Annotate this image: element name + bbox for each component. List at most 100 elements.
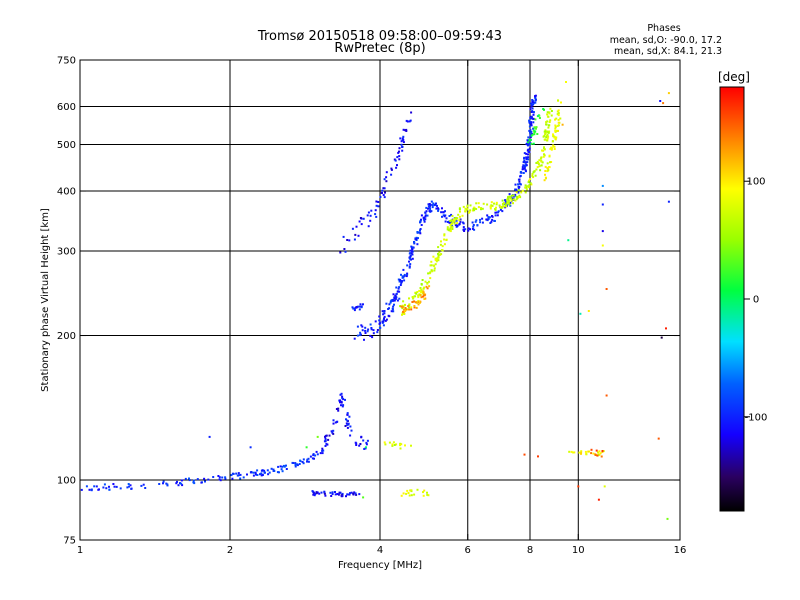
echo-point xyxy=(337,407,340,410)
echo-point xyxy=(529,131,531,134)
echo-point xyxy=(455,218,458,221)
echo-point xyxy=(543,146,545,149)
echo-point xyxy=(392,310,395,313)
echo-point xyxy=(494,209,497,212)
echo-point xyxy=(428,206,431,209)
echo-point xyxy=(430,264,433,267)
echo-point xyxy=(541,149,543,152)
y-tick-label: 500 xyxy=(57,140,76,151)
colorbar-unit: [deg] xyxy=(718,70,750,84)
echo-point xyxy=(554,125,557,128)
echo-point xyxy=(536,162,539,164)
echo-point xyxy=(424,218,427,221)
echo-point xyxy=(323,492,326,495)
echo-point xyxy=(126,486,129,489)
echo-point xyxy=(382,313,385,316)
echo-point xyxy=(400,443,403,446)
echo-point xyxy=(507,201,510,204)
echo-point xyxy=(544,165,547,168)
echo-point xyxy=(395,166,398,169)
echo-point xyxy=(592,452,595,455)
echo-point xyxy=(597,498,600,501)
echo-point xyxy=(446,221,449,223)
echo-point xyxy=(534,174,537,177)
echo-point xyxy=(529,108,532,111)
echo-point xyxy=(516,197,519,200)
echo-point xyxy=(390,168,393,171)
echo-point xyxy=(315,492,318,495)
echo-point xyxy=(449,226,452,229)
echo-point xyxy=(530,117,533,120)
echo-point xyxy=(521,168,524,171)
echo-point xyxy=(480,207,482,210)
echo-point xyxy=(299,459,302,462)
echo-point xyxy=(405,308,408,311)
chart-title: Tromsø 20150518 09:58:00–09:59:43 xyxy=(257,29,502,44)
echo-point xyxy=(395,443,398,446)
echo-point xyxy=(445,239,448,241)
echo-point xyxy=(323,490,326,493)
echo-point xyxy=(180,479,183,482)
echo-point xyxy=(493,219,496,222)
echo-point xyxy=(389,301,392,304)
echo-point xyxy=(301,461,304,463)
echo-point xyxy=(464,207,467,210)
echo-point xyxy=(434,203,437,206)
echo-point xyxy=(409,257,412,260)
echo-point xyxy=(239,473,242,476)
echo-point xyxy=(528,119,531,122)
echo-point xyxy=(405,275,408,278)
echo-point xyxy=(346,426,349,429)
echo-point xyxy=(544,176,547,179)
echo-point xyxy=(361,325,364,328)
echo-point xyxy=(486,218,489,221)
echo-point xyxy=(541,161,544,164)
echo-point xyxy=(504,199,507,202)
x-tick-label: 2 xyxy=(227,545,233,556)
echo-point xyxy=(530,130,533,133)
echo-point xyxy=(395,286,398,289)
echo-point xyxy=(423,286,426,289)
echo-point xyxy=(452,219,455,222)
echo-point xyxy=(305,446,308,449)
echo-point xyxy=(411,250,414,253)
echo-point xyxy=(413,241,416,244)
echo-point xyxy=(419,294,422,296)
echo-point xyxy=(224,476,227,479)
echo-point xyxy=(542,108,545,110)
echo-point xyxy=(402,135,405,138)
echo-point xyxy=(529,182,532,185)
echo-point xyxy=(295,463,298,466)
echo-point xyxy=(532,142,535,145)
echo-point xyxy=(158,483,161,485)
echo-point xyxy=(360,305,363,308)
echo-point xyxy=(599,452,602,455)
echo-point xyxy=(359,443,362,445)
echo-point xyxy=(665,327,667,330)
echo-point xyxy=(584,450,587,453)
y-tick-label: 75 xyxy=(63,536,76,547)
echo-point xyxy=(184,477,187,480)
echo-point xyxy=(497,210,500,213)
echo-point xyxy=(162,482,164,485)
echo-point xyxy=(411,253,414,256)
echo-point xyxy=(667,92,670,95)
echo-point xyxy=(530,121,532,124)
echo-point xyxy=(385,180,388,183)
echo-point xyxy=(419,287,422,289)
echo-point xyxy=(283,465,286,468)
echo-point xyxy=(376,329,379,331)
echo-point xyxy=(557,112,560,115)
echo-point xyxy=(88,488,91,491)
echo-point xyxy=(93,485,96,488)
echo-point xyxy=(369,214,372,217)
echo-point xyxy=(144,487,147,489)
echo-point xyxy=(384,319,387,322)
echo-point xyxy=(382,310,385,313)
echo-point xyxy=(427,272,430,275)
echo-point xyxy=(479,218,481,221)
echo-point xyxy=(383,441,386,444)
echo-point xyxy=(397,287,400,290)
echo-point xyxy=(518,182,521,185)
